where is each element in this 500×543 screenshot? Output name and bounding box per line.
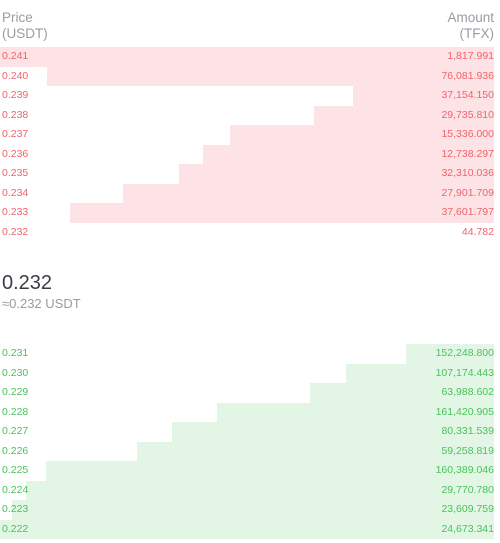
bid-order-row[interactable]: 0.228 161,420.905: [0, 402, 494, 422]
bid-order-row[interactable]: 0.224 29,770.780: [0, 480, 494, 500]
amount-header-label: Amount: [447, 10, 494, 25]
bid-amount: 161,420.905: [435, 405, 494, 418]
bid-amount: 160,389.046: [435, 464, 494, 476]
bid-amount: 23,609.759: [441, 503, 494, 515]
ask-amount: 12,738.297: [441, 147, 494, 160]
ask-amount: 1,817.991: [447, 50, 494, 62]
ask-order-row[interactable]: 0.237 15,336.000: [0, 125, 494, 145]
last-price: 0.232: [2, 272, 53, 294]
bid-price: 0.223: [2, 503, 29, 515]
bid-amount: 152,248.800: [435, 347, 494, 359]
bid-depth-bar: [11, 500, 494, 520]
ask-amount: 29,735.810: [441, 108, 494, 121]
bid-order-row[interactable]: 0.229 63,988.602: [0, 383, 494, 403]
bid-order-row[interactable]: 0.227 80,331.539: [0, 422, 494, 442]
bid-amount: 107,174.443: [435, 366, 494, 379]
ask-price: 0.232: [2, 225, 29, 238]
ask-depth-bar: [46, 66, 494, 86]
ask-orders: 0.241 1,817.991 0.240 76,081.936 0.239 37,154…: [0, 47, 494, 242]
bid-orders: 0.231 152,248.800 0.230 107,174.443 0.229 63,…: [0, 344, 494, 539]
ask-depth-bar: [352, 86, 494, 106]
ask-depth-bar: [314, 105, 494, 125]
bid-order-row[interactable]: 0.225 160,389.046: [0, 461, 494, 481]
bid-depth-bar: [137, 441, 494, 461]
ask-price: 0.235: [2, 167, 29, 179]
ask-depth-bar: [69, 203, 494, 223]
bid-depth-bar: [171, 422, 494, 442]
ask-amount: 44.782: [461, 225, 494, 238]
ask-amount: 76,081.936: [441, 69, 494, 82]
ask-price: 0.241: [2, 50, 29, 62]
order-book-header: Price (USDT) Amount (TFX): [0, 8, 494, 44]
ask-order-row[interactable]: 0.235 32,310.036: [0, 164, 494, 184]
ask-depth-bar: [123, 183, 494, 203]
ask-amount: 27,901.709: [441, 186, 494, 199]
amount-header-unit: (TFX): [459, 26, 495, 41]
ask-order-row[interactable]: 0.233 37,601.797: [0, 203, 494, 223]
ask-order-row[interactable]: 0.236 12,738.297: [0, 144, 494, 164]
bid-price: 0.226: [2, 444, 29, 457]
bid-price: 0.222: [2, 522, 29, 535]
ask-amount: 32,310.036: [441, 167, 494, 179]
bid-depth-bar: [406, 344, 494, 364]
bid-amount: 24,673.341: [441, 522, 494, 535]
ask-order-row[interactable]: 0.241 1,817.991: [0, 47, 494, 67]
last-price-block: 0.232 ≈0.232 USDT: [2, 272, 81, 312]
ask-order-row[interactable]: 0.238 29,735.810: [0, 105, 494, 125]
ask-order-row[interactable]: 0.232 44.782: [0, 223, 494, 243]
ask-price: 0.240: [2, 69, 29, 82]
ask-order-row[interactable]: 0.240 76,081.936: [0, 66, 494, 86]
bid-depth-bar: [45, 461, 494, 481]
bid-price: 0.231: [2, 347, 29, 359]
bid-amount: 80,331.539: [441, 425, 494, 437]
ask-price: 0.239: [2, 89, 29, 101]
bid-amount: 63,988.602: [441, 386, 494, 398]
bid-depth-bar: [216, 402, 494, 422]
bid-depth-bar: [26, 480, 494, 500]
bid-depth-bar: [0, 519, 494, 539]
ask-amount: 15,336.000: [441, 128, 494, 140]
bid-amount: 29,770.780: [441, 483, 494, 496]
ask-depth-bar: [178, 164, 494, 184]
ask-price: 0.238: [2, 108, 29, 121]
bid-price: 0.227: [2, 425, 29, 437]
price-header-label: Price: [2, 10, 33, 25]
ask-price: 0.237: [2, 128, 29, 140]
ask-order-row[interactable]: 0.239 37,154.150: [0, 86, 494, 106]
bid-order-row[interactable]: 0.231 152,248.800: [0, 344, 494, 364]
bid-price: 0.224: [2, 483, 29, 496]
bid-price: 0.230: [2, 366, 29, 379]
bid-order-row[interactable]: 0.223 23,609.759: [0, 500, 494, 520]
bid-price: 0.229: [2, 386, 29, 398]
ask-depth-bar: [203, 144, 494, 164]
bid-depth-bar: [345, 363, 494, 383]
price-column-header: Price (USDT): [2, 10, 48, 42]
last-price-usdt-equivalent: ≈0.232 USDT: [2, 296, 81, 311]
ask-price: 0.234: [2, 186, 29, 199]
bid-order-row[interactable]: 0.222 24,673.341: [0, 519, 494, 539]
bid-amount: 59,258.819: [441, 444, 494, 457]
bid-order-row[interactable]: 0.226 59,258.819: [0, 441, 494, 461]
ask-price: 0.236: [2, 147, 29, 160]
bid-price: 0.225: [2, 464, 29, 476]
ask-price: 0.233: [2, 206, 29, 218]
ask-order-row[interactable]: 0.234 27,901.709: [0, 183, 494, 203]
ask-depth-bar: [0, 47, 494, 67]
amount-column-header: Amount (TFX): [447, 10, 494, 42]
price-header-unit: (USDT): [2, 26, 48, 41]
bid-price: 0.228: [2, 405, 29, 418]
ask-amount: 37,601.797: [441, 206, 494, 218]
ask-depth-bar: [230, 125, 494, 145]
bid-order-row[interactable]: 0.230 107,174.443: [0, 363, 494, 383]
bid-depth-bar: [309, 383, 494, 403]
ask-amount: 37,154.150: [441, 89, 494, 101]
